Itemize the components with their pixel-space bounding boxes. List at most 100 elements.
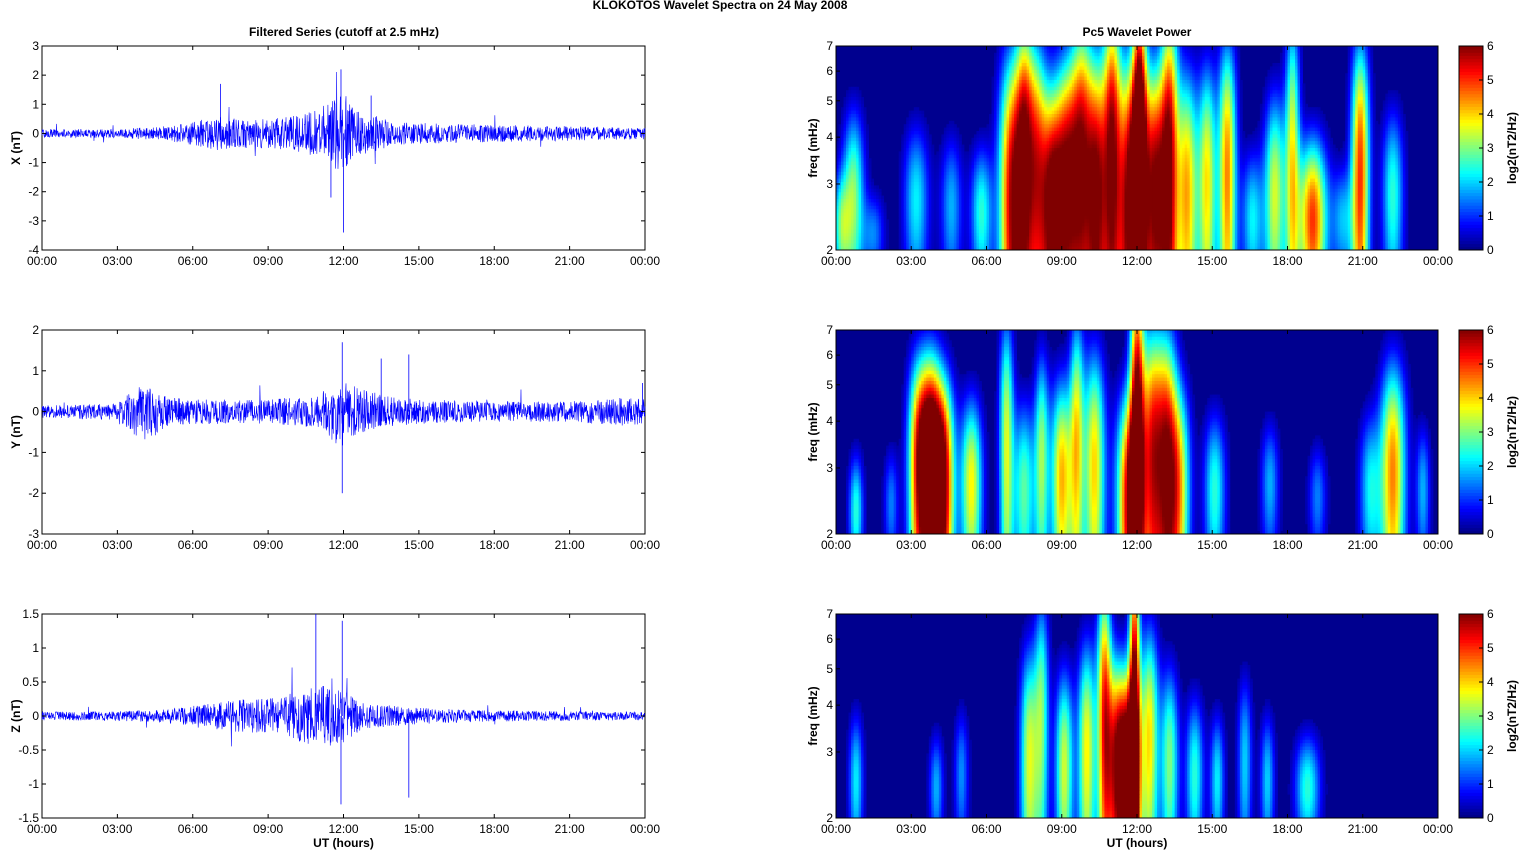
heatmap-cell xyxy=(1067,114,1070,118)
heatmap-cell xyxy=(1350,66,1353,70)
heatmap-cell xyxy=(1064,80,1067,84)
heatmap-cell xyxy=(849,124,852,128)
heatmap-cell xyxy=(1044,100,1047,104)
heatmap-cell xyxy=(1037,134,1040,138)
heatmap-cell xyxy=(1029,46,1032,50)
heatmap-cell xyxy=(1082,134,1085,138)
heatmap-cell xyxy=(1104,97,1107,101)
heatmap-cell xyxy=(1172,114,1175,118)
y-tick-label: -1 xyxy=(28,156,39,170)
heatmap-cell xyxy=(1099,97,1102,101)
heatmap-cell xyxy=(1220,53,1223,57)
heatmap-cell xyxy=(1373,117,1376,121)
heatmap-cell xyxy=(1398,131,1401,135)
heatmap-cell xyxy=(1368,138,1371,142)
heatmap-cell xyxy=(1082,63,1085,67)
heatmap-cell xyxy=(1212,138,1215,142)
heatmap-cell xyxy=(1355,128,1358,132)
heatmap-cell xyxy=(1220,83,1223,87)
heatmap-cell xyxy=(1282,73,1285,77)
heatmap-cell xyxy=(1165,97,1168,101)
heatmap-cell xyxy=(1112,151,1115,155)
heatmap-cell xyxy=(1114,77,1117,81)
heatmap-cell xyxy=(1265,145,1268,149)
heatmap-cell xyxy=(1255,128,1258,132)
heatmap-cell xyxy=(1064,90,1067,94)
heatmap-cell xyxy=(839,138,842,142)
heatmap-cell xyxy=(1112,104,1115,108)
heatmap-cell xyxy=(1034,121,1037,125)
heatmap-cell xyxy=(1260,121,1263,125)
heatmap-cell xyxy=(1262,114,1265,118)
heatmap-cell xyxy=(866,148,869,152)
heatmap-cell xyxy=(1363,121,1366,125)
heatmap-cell xyxy=(1117,131,1120,135)
heatmap-cell xyxy=(1059,53,1062,57)
heatmap-cell xyxy=(992,90,995,94)
heatmap-cell xyxy=(1192,87,1195,91)
heatmap-cell xyxy=(1165,60,1168,64)
heatmap-cell xyxy=(1165,77,1168,81)
heatmap-cell xyxy=(1062,90,1065,94)
heatmap-cell xyxy=(1150,70,1153,74)
heatmap-cell xyxy=(1180,83,1183,87)
heatmap-cell xyxy=(1087,114,1090,118)
heatmap-cell xyxy=(1084,107,1087,111)
heatmap-cell xyxy=(1185,80,1188,84)
heatmap-cell xyxy=(1182,66,1185,70)
heatmap-cell xyxy=(1230,148,1233,152)
heatmap-cell xyxy=(1225,46,1228,50)
heatmap-cell xyxy=(1109,138,1112,142)
heatmap-cell xyxy=(1212,107,1215,111)
heatmap-cell xyxy=(1112,100,1115,104)
heatmap-cell xyxy=(1160,73,1163,77)
heatmap-cell xyxy=(1054,145,1057,149)
heatmap-cell xyxy=(1318,148,1321,152)
heatmap-cell xyxy=(1057,121,1060,125)
heatmap-cell xyxy=(1280,63,1283,67)
heatmap-cell xyxy=(1114,121,1117,125)
heatmap-cell xyxy=(1119,56,1122,60)
heatmap-cell xyxy=(1122,128,1125,132)
heatmap-cell xyxy=(1393,134,1396,138)
heatmap-cell xyxy=(1343,145,1346,149)
heatmap-cell xyxy=(1355,66,1358,70)
heatmap-cell xyxy=(1044,46,1047,50)
heatmap-cell xyxy=(1235,63,1238,67)
heatmap-cell xyxy=(1094,63,1097,67)
heatmap-cell xyxy=(1230,138,1233,142)
heatmap-cell xyxy=(851,114,854,118)
heatmap-cell xyxy=(1270,100,1273,104)
heatmap-cell xyxy=(1202,138,1205,142)
heatmap-cell xyxy=(1360,128,1363,132)
heatmap-cell xyxy=(992,148,995,152)
heatmap-cell xyxy=(1275,97,1278,101)
heatmap-cell xyxy=(1112,73,1115,77)
heatmap-cell xyxy=(1039,121,1042,125)
heatmap-cell xyxy=(1298,124,1301,128)
heatmap-cell xyxy=(1195,94,1198,98)
heatmap-cell xyxy=(1365,121,1368,125)
heatmap-cell xyxy=(1310,124,1313,128)
heatmap-cell xyxy=(1267,107,1270,111)
heatmap-cell xyxy=(1019,94,1022,98)
heatmap-cell xyxy=(846,148,849,152)
heatmap-cell xyxy=(1014,104,1017,108)
heatmap-cell xyxy=(1069,90,1072,94)
heatmap-cell xyxy=(1137,128,1140,132)
heatmap-cell xyxy=(1358,128,1361,132)
heatmap-cell xyxy=(1298,83,1301,87)
heatmap-cell xyxy=(1177,53,1180,57)
heatmap-cell xyxy=(1122,49,1125,53)
heatmap-cell xyxy=(1205,60,1208,64)
heatmap-cell xyxy=(1210,114,1213,118)
heatmap-cell xyxy=(1378,128,1381,132)
heatmap-cell xyxy=(1007,124,1010,128)
heatmap-cell xyxy=(1288,97,1291,101)
heatmap-cell xyxy=(997,128,1000,132)
heatmap-cell xyxy=(844,128,847,132)
heatmap-cell xyxy=(1300,60,1303,64)
heatmap-cell xyxy=(1288,87,1291,91)
heatmap-cell xyxy=(1185,66,1188,70)
heatmap-cell xyxy=(1390,121,1393,125)
